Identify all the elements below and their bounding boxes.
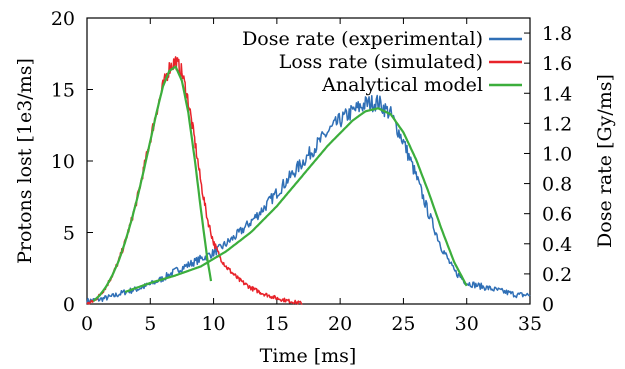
- y-right-tick-label: 1.2: [542, 113, 572, 135]
- x-tick-label: 0: [81, 313, 93, 335]
- y-left-tick-label: 15: [51, 80, 75, 102]
- legend: Dose rate (experimental) Loss rate (simu…: [242, 28, 522, 96]
- y-left-tick-label: 0: [63, 294, 75, 316]
- y-left-tick-label: 5: [63, 223, 75, 245]
- ticks: 0 5 10 15 20 25 30 350510152000.20.40.60.81.01.…: [51, 8, 572, 335]
- x-tick-label: 20: [328, 313, 352, 335]
- y-left-axis-title: Protons lost [1e3/ms]: [14, 58, 36, 264]
- legend-label-loss-rate: Loss rate (simulated): [279, 51, 483, 73]
- x-tick-label: 30: [455, 313, 479, 335]
- series-line-analytical-model-loss: [92, 65, 213, 302]
- x-tick-label: 10: [201, 313, 225, 335]
- series-line-loss-rate-simulated: [86, 56, 303, 305]
- x-tick-label: 25: [391, 313, 415, 335]
- y-right-axis-title: Dose rate [Gy/ms]: [594, 74, 616, 248]
- x-axis-title: Time [ms]: [260, 345, 357, 367]
- y-right-tick-label: 0: [542, 294, 554, 316]
- series-layer: [86, 56, 531, 305]
- y-left-tick-label: 20: [51, 8, 75, 30]
- legend-label-analytical-model: Analytical model: [321, 74, 483, 96]
- y-right-tick-label: 1.6: [542, 53, 572, 75]
- y-left-tick-label: 10: [51, 151, 75, 173]
- y-right-tick-label: 0.4: [542, 234, 572, 256]
- y-right-tick-label: 0.8: [542, 174, 572, 196]
- y-right-tick-label: 0.2: [542, 264, 572, 286]
- x-tick-label: 35: [518, 313, 542, 335]
- legend-label-dose-rate: Dose rate (experimental): [242, 28, 483, 50]
- series-line-analytical-model-dose: [124, 107, 468, 294]
- y-right-tick-label: 1.0: [542, 143, 572, 165]
- y-right-tick-label: 0.6: [542, 204, 572, 226]
- y-right-tick-label: 1.4: [542, 83, 572, 105]
- x-tick-label: 5: [144, 313, 156, 335]
- x-tick-label: 15: [265, 313, 289, 335]
- y-right-tick-label: 1.8: [542, 23, 572, 45]
